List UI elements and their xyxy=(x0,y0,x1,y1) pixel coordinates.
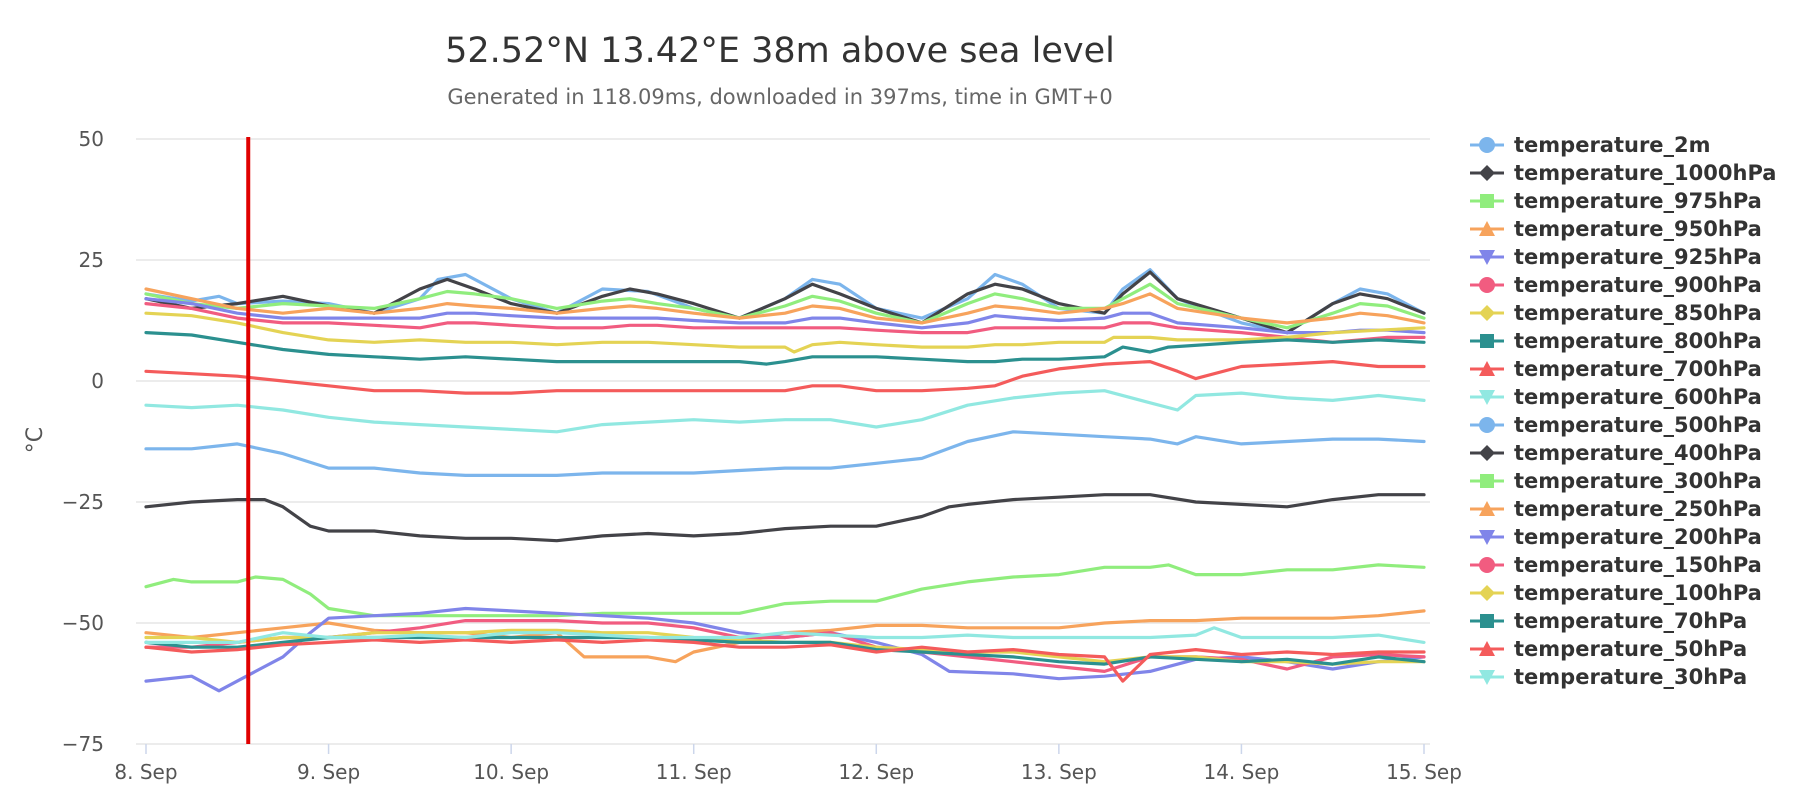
chart-title: 52.52°N 13.42°E 38m above sea level xyxy=(445,31,1115,71)
legend-item-temperature-300hPa[interactable]: temperature_300hPa xyxy=(1470,469,1762,493)
legend-label: temperature_800hPa xyxy=(1514,329,1762,353)
legend-item-temperature-975hPa[interactable]: temperature_975hPa xyxy=(1470,189,1762,213)
legend-item-temperature-30hPa[interactable]: temperature_30hPa xyxy=(1470,665,1747,689)
legend-label: temperature_150hPa xyxy=(1514,553,1762,577)
legend-label: temperature_500hPa xyxy=(1514,413,1762,437)
x-axis-ticks: 8. Sep 9. Sep 10. Sep 11. Sep 12. Sep 13. Sep… xyxy=(114,744,1462,784)
legend-marker-icon xyxy=(1479,557,1495,573)
legend-label: temperature_400hPa xyxy=(1514,441,1762,465)
legend-marker-icon xyxy=(1479,670,1495,685)
chart-subtitle: Generated in 118.09ms, downloaded in 397… xyxy=(447,85,1112,109)
series-line-temperature-700hPa xyxy=(144,360,1426,395)
series-line-temperature-850hPa xyxy=(144,311,1426,354)
legend-marker-icon xyxy=(1479,501,1495,516)
legend-label: temperature_975hPa xyxy=(1514,189,1762,213)
legend-marker-icon xyxy=(1479,417,1495,433)
series-line-temperature-50hPa xyxy=(144,638,1426,683)
x-tick-label: 8. Sep xyxy=(114,760,177,784)
legend-label: temperature_30hPa xyxy=(1514,665,1747,689)
legend-label: temperature_600hPa xyxy=(1514,385,1762,409)
legend-marker-icon xyxy=(1480,614,1494,628)
legend-item-temperature-900hPa[interactable]: temperature_900hPa xyxy=(1470,273,1762,297)
series-line-temperature-950hPa xyxy=(144,287,1426,325)
legend-item-temperature-200hPa[interactable]: temperature_200hPa xyxy=(1470,525,1762,549)
legend-item-temperature-400hPa[interactable]: temperature_400hPa xyxy=(1470,441,1762,465)
legend-item-temperature-500hPa[interactable]: temperature_500hPa xyxy=(1470,413,1762,437)
legend-marker-icon xyxy=(1479,641,1495,656)
series-line-temperature-800hPa xyxy=(144,331,1426,366)
y-tick-label: 25 xyxy=(79,248,104,272)
y-tick-label: −25 xyxy=(62,490,104,514)
legend-marker-icon xyxy=(1480,194,1494,208)
legend-label: temperature_70hPa xyxy=(1514,609,1747,633)
legend-item-temperature-2m[interactable]: temperature_2m xyxy=(1470,133,1711,157)
y-tick-label: 50 xyxy=(79,127,104,151)
legend-item-temperature-50hPa[interactable]: temperature_50hPa xyxy=(1470,637,1747,661)
x-tick-label: 10. Sep xyxy=(473,760,549,784)
legend-label: temperature_50hPa xyxy=(1514,637,1747,661)
legend-item-temperature-700hPa[interactable]: temperature_700hPa xyxy=(1470,357,1762,381)
legend-label: temperature_200hPa xyxy=(1514,525,1762,549)
legend-item-temperature-150hPa[interactable]: temperature_150hPa xyxy=(1470,553,1762,577)
legend-item-temperature-925hPa[interactable]: temperature_925hPa xyxy=(1470,245,1762,269)
legend-label: temperature_300hPa xyxy=(1514,469,1762,493)
legend-marker-icon xyxy=(1479,277,1495,293)
legend-marker-icon xyxy=(1479,361,1495,376)
legend-label: temperature_900hPa xyxy=(1514,273,1762,297)
series-line-temperature-975hPa xyxy=(144,282,1426,330)
plot-area xyxy=(144,268,1426,693)
series-line-temperature-500hPa xyxy=(144,430,1426,477)
legend-marker-icon xyxy=(1479,250,1495,265)
legend-item-temperature-100hPa[interactable]: temperature_100hPa xyxy=(1470,581,1762,605)
grid xyxy=(136,138,1430,745)
series-line-temperature-200hPa xyxy=(144,606,1426,693)
legend-label: temperature_1000hPa xyxy=(1514,161,1776,185)
legend-item-temperature-800hPa[interactable]: temperature_800hPa xyxy=(1470,329,1762,353)
y-axis-title: °C xyxy=(23,427,48,453)
legend-item-temperature-850hPa[interactable]: temperature_850hPa xyxy=(1470,301,1762,325)
legend-marker-icon xyxy=(1479,390,1495,405)
y-tick-label: −50 xyxy=(62,611,104,635)
legend-marker-icon xyxy=(1479,445,1495,461)
legend: temperature_2m temperature_1000hPatempera… xyxy=(1470,133,1776,689)
x-tick-label: 15. Sep xyxy=(1386,760,1462,784)
series-line-temperature-400hPa xyxy=(144,493,1426,543)
legend-item-temperature-1000hPa[interactable]: temperature_1000hPa xyxy=(1470,161,1776,185)
legend-marker-icon xyxy=(1479,305,1495,321)
x-tick-label: 13. Sep xyxy=(1021,760,1097,784)
x-tick-label: 14. Sep xyxy=(1203,760,1279,784)
series-line-temperature-30hPa xyxy=(144,626,1426,644)
x-tick-label: 11. Sep xyxy=(656,760,732,784)
legend-marker-icon xyxy=(1479,221,1495,236)
y-tick-label: −75 xyxy=(62,732,104,756)
legend-label: temperature_100hPa xyxy=(1514,581,1762,605)
legend-label: temperature_700hPa xyxy=(1514,357,1762,381)
series-line-temperature-925hPa xyxy=(144,297,1426,335)
legend-label: temperature_950hPa xyxy=(1514,217,1762,241)
series-line-temperature-1000hPa xyxy=(144,270,1426,335)
legend-item-temperature-70hPa[interactable]: temperature_70hPa xyxy=(1470,609,1747,633)
legend-marker-icon xyxy=(1480,474,1494,488)
series-line-temperature-900hPa xyxy=(144,302,1426,344)
legend-marker-icon xyxy=(1479,585,1495,601)
legend-item-temperature-250hPa[interactable]: temperature_250hPa xyxy=(1470,497,1762,521)
series-line-temperature-300hPa xyxy=(144,563,1426,618)
y-tick-label: 0 xyxy=(91,369,104,393)
legend-item-temperature-950hPa[interactable]: temperature_950hPa xyxy=(1470,217,1762,241)
legend-marker-icon xyxy=(1479,137,1495,153)
legend-label: temperature_850hPa xyxy=(1514,301,1762,325)
x-tick-label: 9. Sep xyxy=(297,760,360,784)
legend-label: temperature_250hPa xyxy=(1514,497,1762,521)
legend-label: temperature_925hPa xyxy=(1514,245,1762,269)
legend-marker-icon xyxy=(1480,334,1494,348)
legend-marker-icon xyxy=(1479,165,1495,181)
series-line-temperature-600hPa xyxy=(144,389,1426,434)
legend-label: temperature_2m xyxy=(1514,133,1711,157)
legend-marker-icon xyxy=(1479,530,1495,545)
x-tick-label: 12. Sep xyxy=(838,760,914,784)
y-axis-ticks: 50 25 0 −25 −50 −75 xyxy=(62,127,104,756)
legend-item-temperature-600hPa[interactable]: temperature_600hPa xyxy=(1470,385,1762,409)
